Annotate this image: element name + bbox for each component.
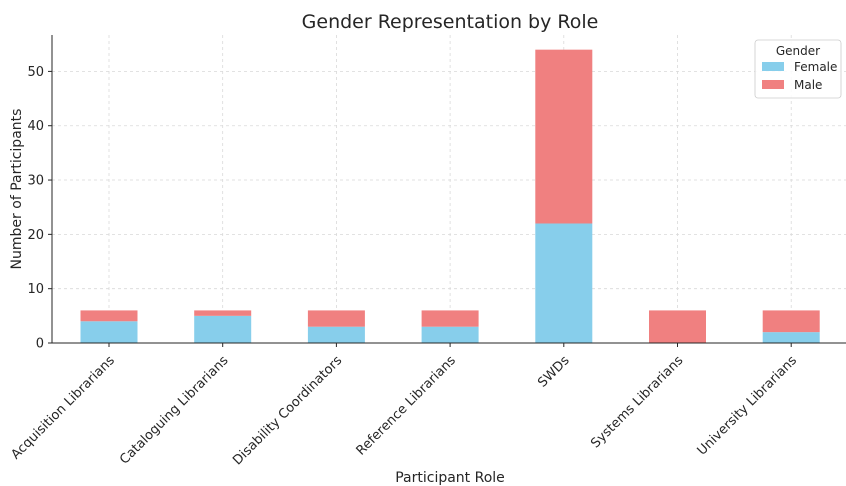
y-tick-label: 10 (27, 282, 44, 297)
chart-title: Gender Representation by Role (302, 11, 599, 33)
legend-title: Gender (776, 44, 820, 58)
y-tick-label: 0 (36, 337, 44, 352)
bar-male (194, 310, 252, 316)
y-axis-label: Number of Participants (9, 109, 25, 270)
y-tick-label: 50 (27, 65, 44, 80)
bar-male (421, 310, 479, 327)
x-tick-label: Acquisition Librarians (8, 353, 118, 463)
y-tick-label: 40 (27, 119, 44, 134)
bar-male (307, 310, 365, 327)
bar-male (535, 49, 593, 224)
legend-swatch-female (762, 62, 784, 71)
x-axis-label: Participant Role (395, 470, 505, 486)
x-tick-label: Disability Coordinators (230, 353, 345, 468)
y-tick-label: 30 (27, 174, 44, 189)
bar-female (421, 326, 479, 343)
bars-layer (80, 49, 820, 343)
grid-layer (52, 35, 846, 344)
legend: Gender Female Male (754, 39, 842, 99)
x-tick-label: Cataloguing Librarians (117, 353, 232, 468)
legend-label-male: Male (794, 78, 822, 92)
x-ticks: Acquisition Librarians Cataloguing Librar… (8, 343, 800, 468)
bar-female (307, 326, 365, 343)
bar-male (762, 310, 820, 333)
legend-label-female: Female (794, 60, 837, 74)
bar-female (535, 223, 593, 343)
bar-female (194, 315, 252, 343)
x-tick-label: Reference Librarians (354, 353, 459, 458)
y-ticks: 0 10 20 30 40 50 (27, 65, 52, 352)
bar-male (649, 310, 706, 343)
x-tick-label: Systems Librarians (588, 353, 686, 451)
x-tick-label: University Librarians (695, 353, 801, 459)
legend-swatch-male (762, 80, 784, 89)
x-tick-label: SWDs (535, 353, 573, 391)
bar-female (762, 332, 820, 343)
bar-female (80, 321, 138, 343)
bar-male (80, 310, 138, 322)
y-tick-label: 20 (27, 228, 44, 243)
